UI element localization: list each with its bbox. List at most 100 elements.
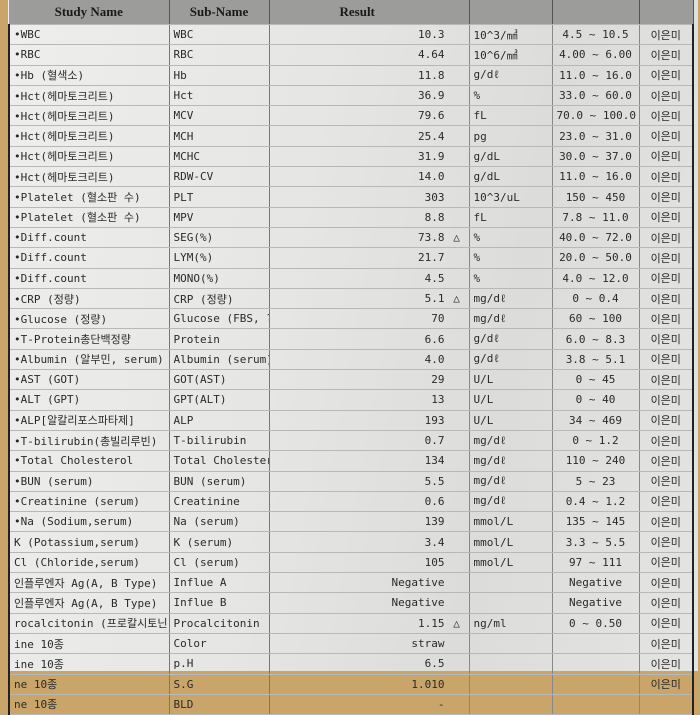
sub-name-cell: Glucose (FBS, ? <box>169 308 270 330</box>
sub-name-text: K (serum) <box>173 535 234 549</box>
result-text: 4.64 <box>418 48 445 62</box>
reporter-cell: 이은미 <box>639 44 694 66</box>
sub-name-cell: MONO(%) <box>169 268 270 289</box>
unit-cell <box>469 572 553 594</box>
reference-range-text: 4.5 ~ 10.5 <box>562 28 629 42</box>
unit-text: 10^3/㎣ <box>473 28 518 42</box>
study-name-cell: 인플루엔자 Ag(A, B Type) <box>8 572 170 594</box>
header-result: Result <box>269 0 470 25</box>
reference-range-cell: 135 ~ 145 <box>552 511 640 533</box>
result-cell: Negative <box>269 572 470 594</box>
reference-range-cell: 0 ~ 40 <box>552 389 640 411</box>
table-row: •Na (Sodium,serum) Na (serum) 139 mmol/L 135… <box>8 511 694 533</box>
study-name-text: •Na (Sodium,serum) <box>14 515 134 529</box>
result-text: 8.8 <box>424 210 445 224</box>
reference-range-text: 23.0 ~ 31.0 <box>559 129 632 143</box>
reference-range-text: 3.3 ~ 5.5 <box>565 535 626 549</box>
unit-cell: 10^3/㎣ <box>469 24 553 46</box>
reporter-cell: 이은미 <box>639 531 694 553</box>
sub-name-text: BLD <box>173 697 194 711</box>
study-name-text: •Total Cholesterol <box>14 454 134 468</box>
sub-name-text: RBC <box>173 48 194 62</box>
reporter-text: 이은미 <box>650 251 681 265</box>
reference-range-text: 0 ~ 40 <box>575 393 616 407</box>
reporter-text: 이은미 <box>650 515 681 529</box>
sub-name-cell: ALP <box>169 410 270 431</box>
table-row: ine 10종 p.H 6.5 이은미 <box>8 653 694 675</box>
sub-name-text: p.H <box>173 657 194 671</box>
study-name-cell: ine 10종 <box>8 633 170 655</box>
table-body: •WBC WBC 10.3 10^3/㎣ 4.5 ~ 10.5 이은미 •RBC RBC 4.6… <box>8 24 694 715</box>
reporter-text: 이은미 <box>650 211 681 225</box>
result-text: 303 <box>424 190 445 204</box>
result-cell: 193 <box>269 410 470 431</box>
reporter-text: 이은미 <box>650 89 681 103</box>
unit-cell <box>469 694 553 715</box>
sub-name-cell: Hb <box>169 65 270 86</box>
study-name-text: •Glucose (정량) <box>14 312 108 326</box>
result-text: 70 <box>431 312 445 326</box>
result-text: 5.1 <box>424 292 445 305</box>
result-cell: 4.0 <box>269 349 470 371</box>
reporter-text: 이은미 <box>650 373 681 387</box>
reference-range-cell: 3.3 ~ 5.5 <box>552 531 640 553</box>
reference-range-cell: 150 ~ 450 <box>552 186 640 208</box>
reporter-text: 이은미 <box>650 393 681 407</box>
result-cell: 3.4 <box>269 531 470 553</box>
reference-range-cell: 30.0 ~ 37.0 <box>552 146 640 168</box>
reporter-text: 이은미 <box>650 272 681 286</box>
study-name-cell: •Hct(헤마토크리트) <box>8 125 170 147</box>
sub-name-text: Protein <box>173 332 220 346</box>
result-cell: 0.7 <box>269 430 470 452</box>
reference-range-text: 11.0 ~ 16.0 <box>559 170 632 184</box>
sub-name-text: Cl (serum) <box>173 555 240 569</box>
reporter-text: 이은미 <box>650 657 681 671</box>
table-row: 인플루엔자 Ag(A, B Type) Influe B Negative Negat… <box>8 592 694 614</box>
sub-name-text: MCHC <box>173 149 201 163</box>
study-name-cell: •T-bilirubin(총빌리루빈) <box>8 430 170 452</box>
result-text: 1.010 <box>411 677 445 691</box>
unit-cell: mg/dℓ <box>469 430 553 452</box>
sub-name-cell: RDW-CV <box>169 166 270 188</box>
reference-range-text: 30.0 ~ 37.0 <box>559 149 632 163</box>
reporter-cell: 이은미 <box>639 552 694 574</box>
unit-text: ng/ml <box>473 616 507 630</box>
reference-range-text: 7.8 ~ 11.0 <box>562 210 629 224</box>
reporter-text: 이은미 <box>650 69 681 83</box>
unit-text: g/dℓ <box>473 332 500 346</box>
study-name-text: •Diff.count <box>14 231 87 245</box>
result-text: 3.4 <box>424 535 445 549</box>
unit-text: mg/dℓ <box>473 494 507 508</box>
reporter-cell: 이은미 <box>639 369 694 391</box>
reporter-cell: 이은미 <box>639 65 694 86</box>
study-name-cell: •Hct(헤마토크리트) <box>8 166 170 188</box>
reporter-text: 이은미 <box>650 556 681 570</box>
unit-cell: g/dL <box>469 146 553 168</box>
unit-cell: mg/dℓ <box>469 450 553 472</box>
study-name-text: •Hct(헤마토크리트) <box>14 150 115 164</box>
study-name-text: •T-bilirubin(총빌리루빈) <box>14 434 158 448</box>
study-name-text: •BUN (serum) <box>14 474 94 488</box>
result-text: 6.6 <box>424 332 445 346</box>
study-name-text: •Hb (혈색소) <box>14 69 85 83</box>
reporter-text: 이은미 <box>650 576 681 590</box>
table-row: •AST (GOT) GOT(AST) 29 U/L 0 ~ 45 이은미 <box>8 369 694 391</box>
study-name-cell: ne 10종 <box>8 694 170 715</box>
unit-text: mg/dℓ <box>473 433 507 447</box>
reference-range-text: 3.8 ~ 5.1 <box>565 352 626 366</box>
table-header: Study Name Sub-Name Result <box>9 0 694 25</box>
unit-cell: fL <box>469 207 553 228</box>
unit-text: % <box>473 271 481 285</box>
reporter-cell: 이은미 <box>639 572 694 594</box>
study-name-text: •Diff.count <box>14 251 87 265</box>
result-cell: 0.6 <box>269 491 470 513</box>
result-cell: - <box>269 694 470 715</box>
unit-cell: % <box>469 85 553 107</box>
sub-name-text: Influe B <box>173 596 227 610</box>
study-name-cell: •AST (GOT) <box>8 369 170 391</box>
sub-name-cell: BUN (serum) <box>169 471 270 492</box>
study-name-text: •AST (GOT) <box>14 373 81 387</box>
result-cell: 11.8 <box>269 65 470 86</box>
sub-name-text: Creatinine <box>173 494 240 508</box>
reference-range-cell <box>552 694 640 715</box>
